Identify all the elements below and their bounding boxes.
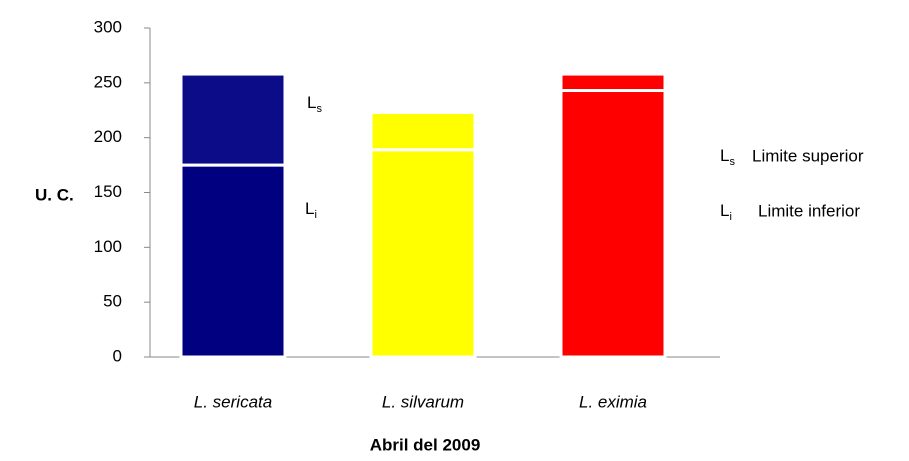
bar-segment [559, 72, 667, 93]
y-tick-label: 200 [94, 127, 122, 146]
x-axis-title: Abril del 2009 [370, 435, 481, 454]
x-tick-label: L. sericata [194, 392, 272, 411]
subscript: i [314, 209, 316, 221]
annotation: Ls [307, 93, 322, 114]
symbol: L [720, 146, 729, 165]
annotation: Li [305, 199, 317, 220]
symbol: L [307, 93, 316, 112]
subscript: s [729, 156, 735, 168]
legend-symbol: Ls [720, 146, 735, 167]
bar-segment [559, 89, 667, 359]
y-axis-title: U. C. [35, 185, 74, 204]
bar-segment [369, 148, 477, 359]
y-tick-label: 50 [103, 292, 122, 311]
subscript: s [316, 103, 322, 115]
symbol: L [720, 201, 729, 220]
legend-label: Limite inferior [758, 201, 860, 220]
y-tick-label: 300 [94, 17, 122, 36]
bar-segment [179, 72, 287, 167]
legend-symbol: Li [720, 201, 732, 222]
y-tick-label: 250 [94, 72, 122, 91]
bar-segment [369, 110, 477, 152]
y-tick-label: 0 [113, 346, 122, 365]
subscript: i [729, 211, 731, 223]
y-tick-label: 150 [94, 182, 122, 201]
x-tick-label: L. silvarum [382, 392, 464, 411]
x-tick-label: L. eximia [579, 392, 647, 411]
symbol: L [305, 199, 314, 218]
bar-segment [179, 163, 287, 359]
y-tick-label: 100 [94, 237, 122, 256]
legend-label: Limite superior [752, 146, 864, 165]
